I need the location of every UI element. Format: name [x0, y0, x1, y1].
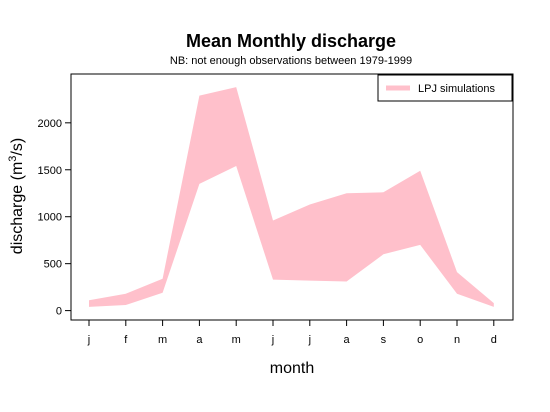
x-tick-label-8: s	[381, 334, 387, 346]
x-tick-label-9: o	[417, 334, 423, 346]
y-axis-title-prefix: discharge (m	[9, 162, 26, 254]
y-tick-label-3: 1500	[38, 165, 62, 177]
y-axis-title-superscript: 3	[7, 156, 19, 162]
x-tick-label-0: j	[87, 334, 90, 346]
x-tick-label-10: n	[454, 334, 460, 346]
y-tick-label-2: 1000	[38, 212, 62, 224]
x-tick-label-7: a	[344, 334, 351, 346]
x-tick-label-6: j	[308, 334, 311, 346]
series-band-0	[89, 87, 494, 307]
x-tick-label-5: j	[271, 334, 274, 346]
series-band-layer	[89, 87, 494, 307]
y-tick-label-1: 500	[44, 259, 62, 271]
x-tick-label-1: f	[124, 334, 128, 346]
y-axis: 0 500 1000 1500 2000	[38, 118, 72, 318]
x-tick-label-2: m	[158, 334, 167, 346]
x-tick-label-4: m	[232, 334, 241, 346]
x-tick-label-3: a	[196, 334, 203, 346]
plot-frame	[70, 73, 514, 321]
y-axis-title-suffix: /s)	[9, 138, 26, 156]
y-tick-label-4: 2000	[38, 118, 62, 130]
y-tick-label-0: 0	[56, 306, 62, 318]
chart-subtitle: NB: not enough observations between 1979…	[170, 55, 412, 67]
y-axis-title: discharge (m3/s)	[7, 138, 26, 254]
x-axis-title: month	[270, 360, 314, 377]
chart-title: Mean Monthly discharge	[186, 31, 396, 51]
legend: LPJ simulations	[377, 74, 513, 102]
x-tick-label-11: d	[491, 334, 497, 346]
legend-label: LPJ simulations	[418, 83, 496, 95]
